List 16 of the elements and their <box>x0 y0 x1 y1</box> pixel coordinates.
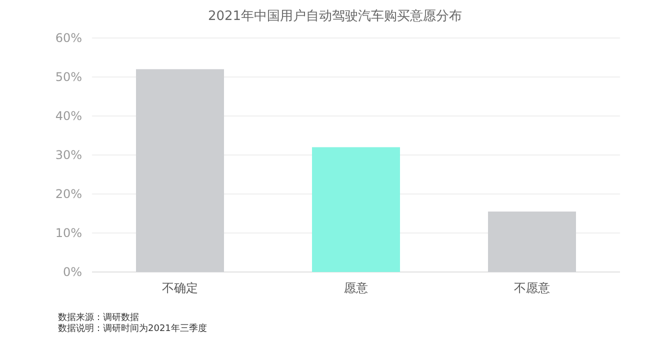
y-tick-label: 10% <box>55 226 82 240</box>
y-tick-label: 0% <box>62 265 82 279</box>
source-note: 数据来源：调研数据 <box>58 312 139 323</box>
y-tick-label: 60% <box>55 31 82 45</box>
y-tick-label: 50% <box>55 70 82 84</box>
y-tick-label: 40% <box>55 109 82 123</box>
bar <box>312 147 400 272</box>
x-tick-label: 愿意 <box>344 281 368 295</box>
bar <box>488 212 576 272</box>
chart-title: 2021年中国用户自动驾驶汽车购买意愿分布 <box>208 9 462 24</box>
y-tick-label: 30% <box>55 148 82 162</box>
x-tick-label: 不确定 <box>162 281 198 295</box>
y-tick-label: 20% <box>55 187 82 201</box>
text: 数据说明：调研时间为2021年三季度 <box>58 323 207 334</box>
bar <box>136 69 224 272</box>
x-tick-label: 不愿意 <box>514 281 550 295</box>
